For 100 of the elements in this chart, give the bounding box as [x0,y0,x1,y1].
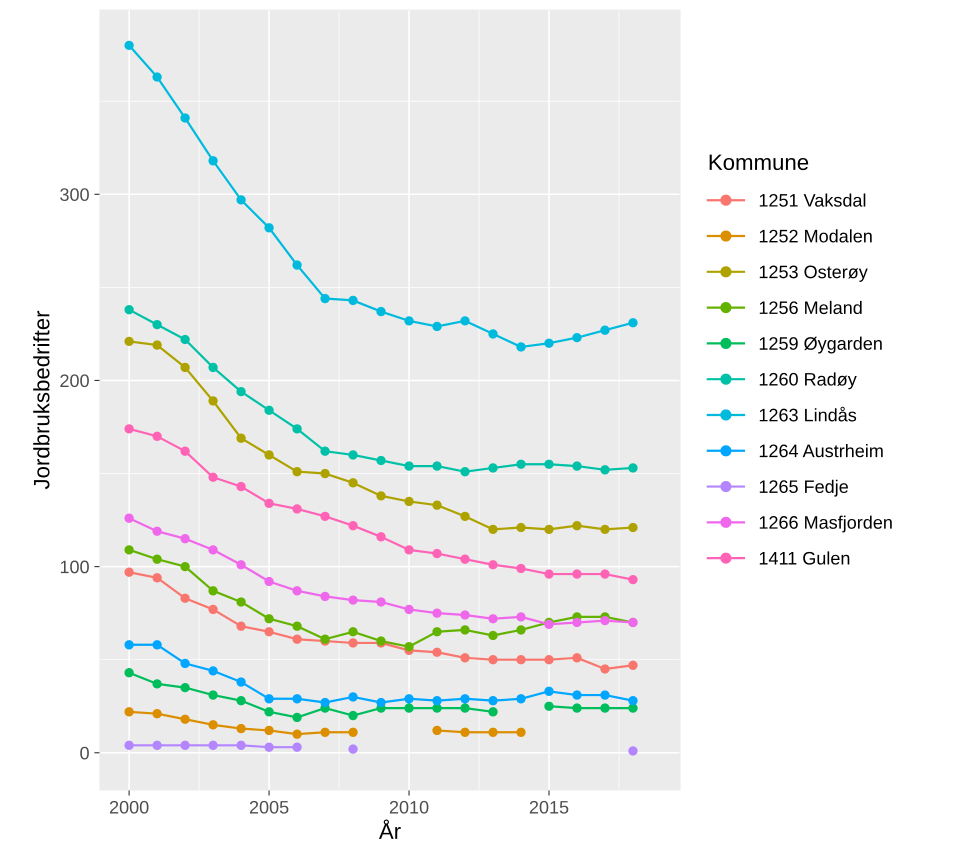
point [376,532,386,542]
point [544,338,554,348]
point [404,703,414,713]
point [572,653,582,662]
point [264,576,274,586]
point [516,460,526,469]
point [404,694,414,704]
point [152,72,162,82]
point [460,653,470,662]
point [404,604,414,614]
point [516,728,526,737]
point [152,679,162,689]
point [208,545,218,555]
point [152,640,162,650]
point [516,694,526,704]
point [264,450,274,460]
legend-label: 1252 Modalen [760,229,872,243]
point [460,512,470,522]
point [460,316,470,326]
point [208,362,218,372]
legend-title: Kommune [710,154,808,170]
point [124,640,134,650]
point [292,504,302,514]
point [628,463,638,473]
point [236,740,246,750]
x-axis-title: År [378,819,401,839]
point [208,604,218,614]
point [152,709,162,718]
point [516,612,526,622]
point [348,744,358,754]
point [320,446,330,456]
point [236,696,246,706]
point [460,703,470,713]
point [572,521,582,530]
legend-label: 1411 Gulen [760,551,850,565]
point [544,655,554,664]
point [488,614,498,624]
point [460,694,470,704]
point [320,592,330,602]
point [376,597,386,607]
point [236,560,246,570]
point [152,740,162,750]
point [124,40,134,50]
point [432,461,442,471]
point [208,396,218,406]
y-axis-title: Jordbruksbedrifter [33,310,50,490]
point [460,610,470,620]
point [348,521,358,530]
point [180,658,190,668]
point [124,305,134,314]
legend-label: 1263 Lindås [760,406,856,422]
point [572,461,582,471]
point [348,627,358,636]
point [432,608,442,618]
point [236,482,246,492]
point [236,724,246,734]
legend-label: 1256 Meland [760,300,862,314]
point [628,318,638,328]
point [432,322,442,332]
point [460,554,470,564]
point [320,512,330,522]
point [460,625,470,635]
point [236,434,246,443]
point [544,524,554,534]
x-tick-label: 2000 [110,800,148,814]
point [292,742,302,752]
point [264,614,274,624]
point [264,406,274,415]
legend-label: 1264 Austrheim [760,444,883,458]
point [404,496,414,506]
point [572,569,582,579]
point [264,726,274,736]
point [544,569,554,579]
point [348,692,358,702]
point [152,432,162,441]
point [432,627,442,636]
point [516,522,526,532]
point [572,618,582,628]
point [152,340,162,350]
y-tick-label: 100 [60,560,89,574]
point [376,306,386,316]
legend-label: 1251 Vaksdal [760,193,866,207]
point [124,514,134,523]
point [348,638,358,648]
point [236,677,246,687]
point [488,696,498,706]
point [600,524,610,534]
point [180,113,190,123]
point [208,586,218,596]
point [236,622,246,631]
point [152,526,162,536]
point [180,446,190,456]
point [600,703,610,713]
point [600,326,610,335]
point [292,634,302,644]
y-tick-label: 300 [60,188,89,202]
point [376,491,386,501]
point [544,702,554,711]
point [488,728,498,737]
point [628,746,638,756]
